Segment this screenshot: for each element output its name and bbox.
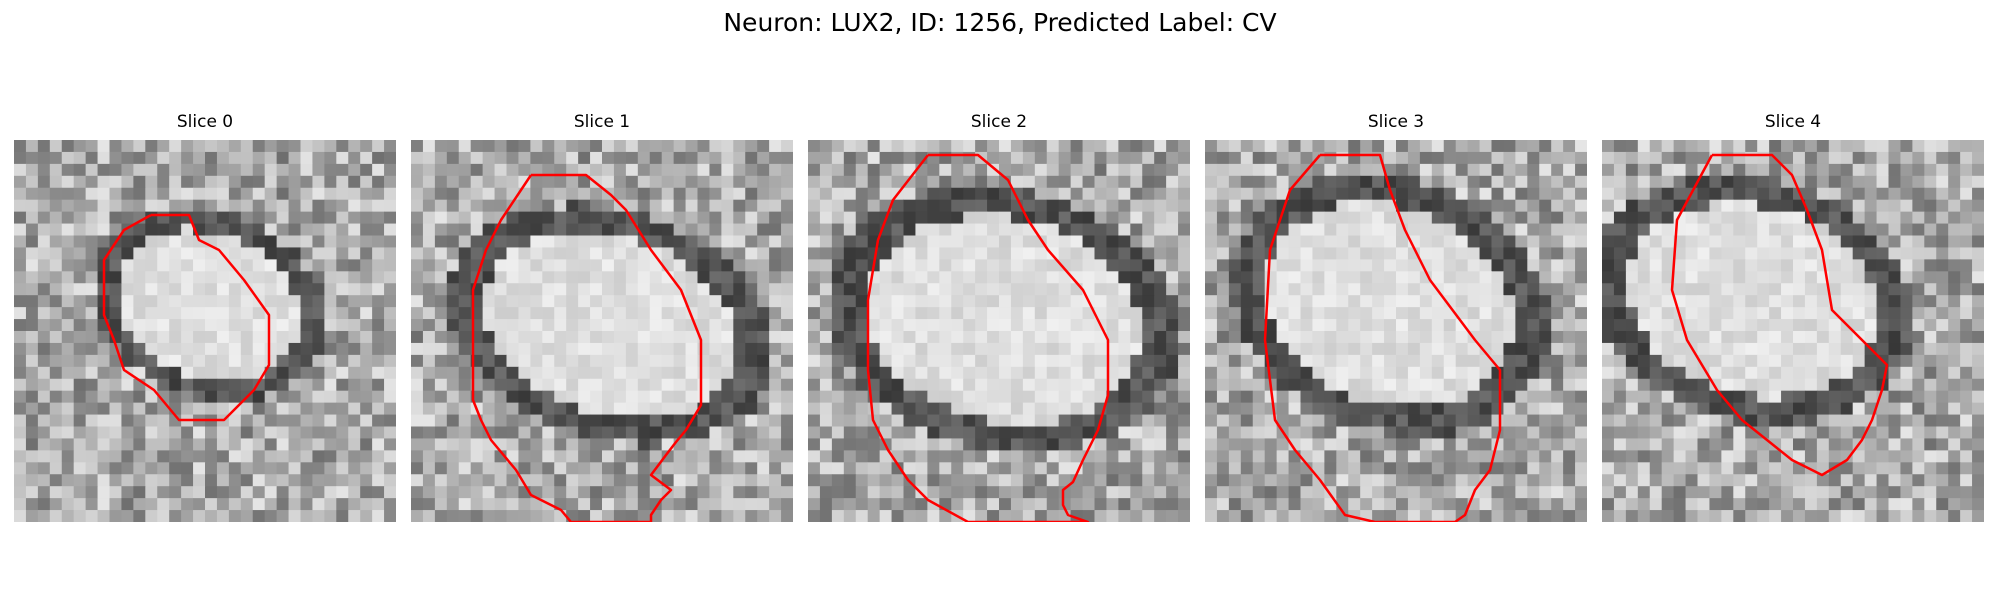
em-slice-image bbox=[1602, 140, 1984, 522]
slice-panel-2: Slice 2 bbox=[808, 110, 1190, 522]
panel-title: Slice 3 bbox=[1367, 112, 1425, 132]
figure-title: Neuron: LUX2, ID: 1256, Predicted Label:… bbox=[723, 8, 1277, 37]
panel-title: Slice 4 bbox=[1764, 112, 1822, 132]
slice-panel-3: Slice 3 bbox=[1205, 110, 1587, 522]
pixel-grid bbox=[1602, 140, 1984, 522]
em-slice-image bbox=[14, 140, 396, 522]
pixel-grid bbox=[411, 140, 793, 522]
segmentation-contour bbox=[471, 173, 703, 522]
pixel-grid bbox=[14, 140, 396, 522]
panel-title: Slice 0 bbox=[176, 112, 234, 132]
panel-title: Slice 1 bbox=[573, 112, 631, 132]
segmentation-contour bbox=[102, 213, 271, 422]
segmentation-contour bbox=[1263, 153, 1502, 522]
segmentation-contour bbox=[866, 153, 1110, 522]
slice-panel-4: Slice 4 bbox=[1602, 110, 1984, 522]
pixel-grid bbox=[808, 140, 1190, 522]
slice-panel-1: Slice 1 bbox=[411, 110, 793, 522]
pixel-grid bbox=[1205, 140, 1587, 522]
em-slice-image bbox=[1205, 140, 1587, 522]
segmentation-contour bbox=[1670, 153, 1889, 477]
panel-title: Slice 2 bbox=[970, 112, 1028, 132]
slice-panel-0: Slice 0 bbox=[14, 110, 396, 522]
em-slice-image bbox=[411, 140, 793, 522]
em-slice-image bbox=[808, 140, 1190, 522]
